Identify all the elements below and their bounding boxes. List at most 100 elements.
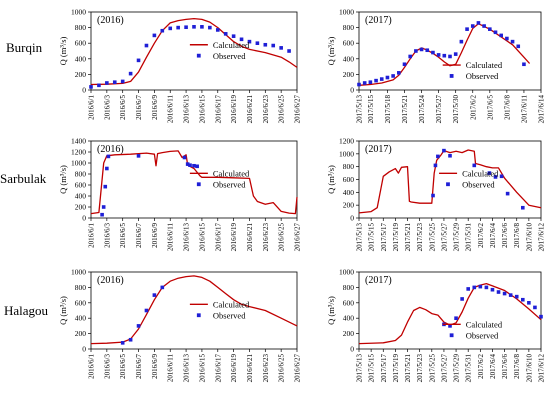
x-tick-label: 2016/6/19: [230, 95, 238, 124]
legend-calculated-label: Calculated: [213, 168, 250, 178]
observed-point: [152, 33, 157, 38]
observed-point: [101, 205, 106, 209]
x-tick-label: 2016/6/13: [183, 223, 191, 252]
observed-point: [144, 308, 149, 313]
observed-point: [215, 28, 220, 32]
y-tick-label: 1400: [71, 137, 86, 146]
observed-point: [357, 82, 361, 87]
x-tick-label: 2017/5/17: [380, 223, 388, 252]
x-tick-label: 2017/5/15: [368, 223, 376, 252]
x-tick-label: 2017/5/27: [435, 95, 443, 124]
y-axis-label: Q (m³/s): [58, 36, 68, 65]
observed-point: [419, 47, 424, 52]
x-tick-label: 2016/6/1: [88, 223, 96, 248]
x-tick-label: 2016/6/25: [278, 95, 286, 124]
chart-panel-sarbulak-2017: 0 200 400 600 800 1000 1200 Q (m³/s) 2017/5/13 20…: [326, 137, 546, 252]
x-tick-label: 2017/5/19: [392, 354, 400, 383]
x-tick-label: 2017/6/8: [513, 354, 521, 379]
chart-panel-halagou-2017: 0 200 400 600 800 1000 Q (m³/s) 2017/5/13 2017/5…: [326, 268, 546, 383]
x-tick-label: 2016/6/21: [246, 223, 254, 252]
x-tick-label: 2016/6/1: [88, 95, 96, 120]
x-tick-label: 2017/5/31: [465, 223, 473, 252]
y-tick-label: 200: [343, 70, 355, 79]
observed-point: [521, 297, 525, 302]
observed-point: [368, 80, 373, 84]
plot-frame: [90, 140, 298, 219]
x-tick-label: 2016/6/25: [278, 354, 286, 383]
observed-point: [112, 80, 117, 84]
legend-observed-swatch: [446, 182, 450, 187]
chart-title: (2016): [97, 275, 124, 286]
legend-observed-swatch: [449, 74, 454, 78]
x-tick-label: 2017/6/2: [477, 354, 485, 379]
x-tick-label: 2016/6/1: [88, 354, 96, 379]
observed-point: [425, 48, 430, 53]
legend-calculated-label: Calculated: [462, 168, 499, 178]
x-tick-label: 2016/6/17: [214, 223, 222, 252]
chart-panel-halagou-2016: 0 200 400 600 800 1000 Q (m³/s) 2016/6/1 2016/6/…: [58, 268, 302, 383]
observed-point: [496, 290, 501, 294]
observed-point: [448, 324, 452, 328]
observed-point: [521, 205, 525, 210]
calculated-series-line: [358, 149, 542, 214]
x-tick-label: 2017/5/13: [356, 354, 364, 383]
observed-point: [478, 284, 483, 289]
observed-point: [208, 25, 212, 30]
y-tick-label: 600: [75, 181, 87, 190]
observed-point: [472, 163, 477, 168]
observed-point: [472, 285, 477, 290]
x-tick-label: 2017/6/6: [501, 354, 509, 379]
x-tick-label: 2017/6/12: [538, 354, 546, 383]
observed-point: [448, 153, 452, 158]
observed-point: [185, 162, 190, 166]
y-tick-label: 800: [343, 283, 355, 292]
y-axis-label: Q (m³/s): [58, 165, 68, 194]
x-tick-label: 2016/6/27: [294, 95, 302, 124]
x-tick-label: 2017/6/5: [486, 95, 494, 120]
observed-point: [414, 49, 418, 53]
x-tick-label: 2016/6/27: [294, 223, 302, 252]
observed-point: [499, 174, 504, 179]
legend-calculated-label: Calculated: [213, 299, 250, 309]
chart-title: (2016): [97, 144, 124, 155]
x-tick-label: 2016/6/27: [294, 354, 302, 383]
y-tick-label: 1200: [71, 148, 86, 157]
chart-title: (2017): [365, 144, 392, 155]
x-tick-label: 2017/5/25: [428, 354, 436, 383]
observed-point: [514, 294, 519, 299]
x-tick-label: 2016/6/15: [198, 95, 206, 124]
y-tick-label: 1200: [339, 137, 354, 146]
calculated-series-line: [90, 17, 298, 86]
observed-point: [431, 193, 435, 198]
x-tick-label: 2017/5/17: [380, 354, 388, 383]
y-tick-label: 600: [343, 39, 355, 48]
x-tick-label: 2016/6/23: [262, 223, 270, 252]
observed-point: [436, 154, 440, 159]
observed-point: [391, 74, 395, 78]
observed-point: [470, 24, 475, 28]
x-tick-label: 2016/6/5: [119, 223, 127, 248]
observed-point: [271, 43, 276, 48]
legend-observed-label: Observed: [462, 179, 495, 189]
legend-observed-label: Observed: [213, 310, 246, 320]
y-axis-label: Q (m³/s): [326, 296, 336, 325]
observed-point: [89, 85, 93, 89]
y-tick-label: 200: [75, 70, 87, 79]
y-tick-label: 1000: [71, 268, 86, 277]
observed-point: [152, 293, 157, 297]
observed-point: [168, 26, 173, 31]
observed-point: [490, 287, 495, 292]
observed-point: [465, 27, 469, 31]
legend-observed-label: Observed: [466, 330, 499, 340]
observed-point: [454, 316, 458, 320]
plot-frame: [90, 271, 298, 350]
observed-point: [487, 171, 492, 175]
observed-point: [522, 62, 526, 67]
legend-calculated-label: Calculated: [213, 40, 250, 50]
observed-point: [436, 53, 441, 57]
x-tick-label: 2016/6/21: [246, 95, 254, 124]
station-label-halagou: Halagou: [4, 303, 49, 318]
observed-point: [374, 78, 378, 83]
observed-point: [448, 54, 452, 59]
